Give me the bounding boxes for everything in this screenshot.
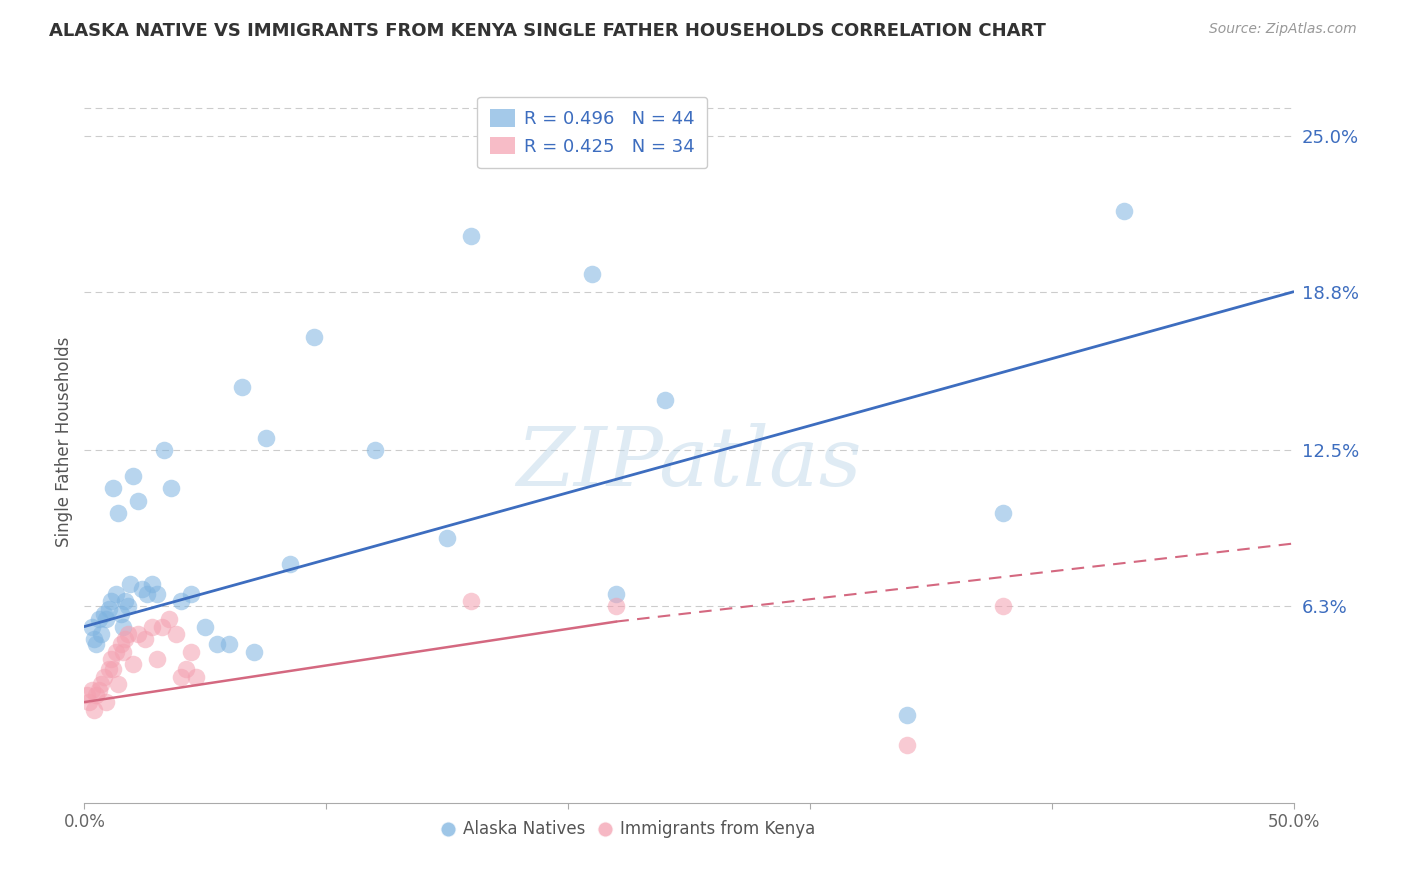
Point bbox=[76, 688, 98, 702]
Point bbox=[254, 431, 277, 445]
Point bbox=[136, 587, 159, 601]
Point bbox=[107, 677, 129, 691]
Point bbox=[127, 627, 149, 641]
Point bbox=[93, 670, 115, 684]
Point bbox=[104, 587, 127, 601]
Point bbox=[103, 481, 125, 495]
Point bbox=[896, 707, 918, 722]
Text: ZIPatlas: ZIPatlas bbox=[516, 423, 862, 503]
Point bbox=[141, 576, 163, 591]
Point bbox=[993, 599, 1015, 614]
Point bbox=[100, 594, 122, 608]
Point bbox=[127, 493, 149, 508]
Point bbox=[100, 652, 122, 666]
Point bbox=[174, 662, 197, 676]
Point bbox=[117, 627, 139, 641]
Point bbox=[94, 612, 117, 626]
Point bbox=[131, 582, 153, 596]
Point bbox=[605, 587, 627, 601]
Text: ALASKA NATIVE VS IMMIGRANTS FROM KENYA SINGLE FATHER HOUSEHOLDS CORRELATION CHAR: ALASKA NATIVE VS IMMIGRANTS FROM KENYA S… bbox=[49, 22, 1046, 40]
Point bbox=[180, 587, 202, 601]
Point bbox=[146, 652, 169, 666]
Point bbox=[302, 330, 325, 344]
Point bbox=[157, 612, 180, 626]
Point bbox=[90, 627, 112, 641]
Point bbox=[83, 703, 105, 717]
Point bbox=[207, 637, 229, 651]
Point bbox=[80, 682, 103, 697]
Point bbox=[218, 637, 240, 651]
Point bbox=[93, 607, 115, 621]
Point bbox=[120, 576, 142, 591]
Y-axis label: Single Father Households: Single Father Households bbox=[55, 336, 73, 547]
Point bbox=[436, 532, 458, 546]
Point bbox=[363, 443, 385, 458]
Point bbox=[993, 506, 1015, 520]
Text: Source: ZipAtlas.com: Source: ZipAtlas.com bbox=[1209, 22, 1357, 37]
Point bbox=[231, 380, 253, 394]
Point bbox=[114, 632, 136, 647]
Point bbox=[121, 468, 143, 483]
Point bbox=[146, 587, 169, 601]
Point bbox=[90, 677, 112, 691]
Point bbox=[77, 695, 100, 709]
Point bbox=[160, 481, 183, 495]
Point bbox=[170, 594, 193, 608]
Point bbox=[94, 695, 117, 709]
Point bbox=[112, 619, 135, 633]
Point bbox=[86, 637, 108, 651]
Point bbox=[114, 594, 136, 608]
Point bbox=[87, 612, 110, 626]
Point bbox=[97, 602, 120, 616]
Point bbox=[150, 619, 173, 633]
Point bbox=[242, 645, 264, 659]
Point bbox=[103, 662, 125, 676]
Point bbox=[86, 688, 108, 702]
Point bbox=[110, 637, 132, 651]
Point bbox=[153, 443, 176, 458]
Legend: Alaska Natives, Immigrants from Kenya: Alaska Natives, Immigrants from Kenya bbox=[434, 814, 823, 845]
Point bbox=[83, 632, 105, 647]
Point bbox=[896, 738, 918, 752]
Point bbox=[460, 594, 482, 608]
Point bbox=[581, 267, 603, 281]
Point bbox=[134, 632, 156, 647]
Point bbox=[460, 229, 482, 244]
Point bbox=[278, 557, 301, 571]
Point bbox=[110, 607, 132, 621]
Point bbox=[112, 645, 135, 659]
Point bbox=[141, 619, 163, 633]
Point bbox=[117, 599, 139, 614]
Point bbox=[194, 619, 217, 633]
Point bbox=[107, 506, 129, 520]
Point bbox=[165, 627, 187, 641]
Point bbox=[97, 662, 120, 676]
Point bbox=[605, 599, 627, 614]
Point bbox=[80, 619, 103, 633]
Point bbox=[87, 682, 110, 697]
Point bbox=[170, 670, 193, 684]
Point bbox=[654, 392, 676, 407]
Point bbox=[104, 645, 127, 659]
Point bbox=[184, 670, 207, 684]
Point bbox=[1114, 204, 1136, 219]
Point bbox=[121, 657, 143, 672]
Point bbox=[180, 645, 202, 659]
